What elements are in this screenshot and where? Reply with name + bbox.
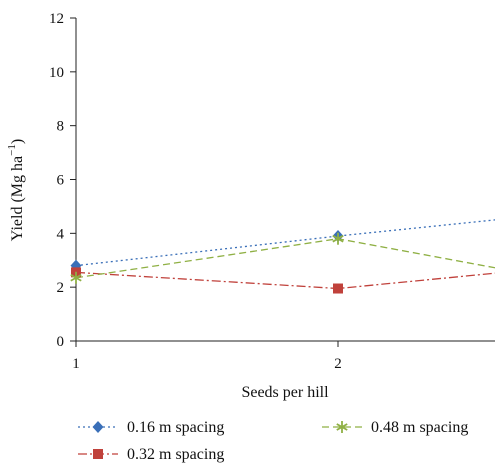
series-point-3 [70, 271, 82, 284]
y-axis-title-main: Yield (Mg ha [9, 156, 26, 241]
x-axis-title: Seeds per hill [241, 384, 329, 401]
y-tick-label: 2 [57, 280, 65, 296]
legend-label-1: 0.16 m spacing [127, 419, 224, 436]
series-point-2 [333, 283, 343, 294]
axes [75, 18, 495, 342]
y-axis-title: Yield (Mg ha−1) [6, 139, 26, 241]
y-tick-label: 10 [49, 65, 64, 81]
series-line-2 [75, 271, 495, 290]
x-tick-label: 1 [72, 356, 80, 372]
legend-label-2: 0.32 m spacing [127, 446, 224, 463]
series-layer [70, 219, 495, 294]
y-tick-label: 0 [57, 334, 65, 350]
legend-marker-1 [92, 421, 104, 433]
series-point-3 [332, 232, 344, 245]
y-axis-title-close: ) [9, 139, 26, 144]
y-ticks: 0 2 4 6 8 10 12 [49, 11, 76, 350]
y-tick-label: 8 [57, 119, 65, 135]
y-tick-label: 6 [57, 173, 65, 189]
legend: 0.16 m spacing 0.32 m spacing 0.48 m spaci… [78, 419, 468, 463]
y-tick-label: 4 [57, 226, 65, 242]
y-axis-title-superscript: −1 [6, 144, 18, 156]
legend-marker-2 [93, 449, 103, 459]
y-tick-label: 12 [49, 11, 64, 27]
x-tick-label: 2 [334, 356, 342, 372]
legend-marker-3 [336, 421, 348, 433]
legend-label-3: 0.48 m spacing [371, 419, 468, 436]
series-line-1 [75, 219, 495, 267]
